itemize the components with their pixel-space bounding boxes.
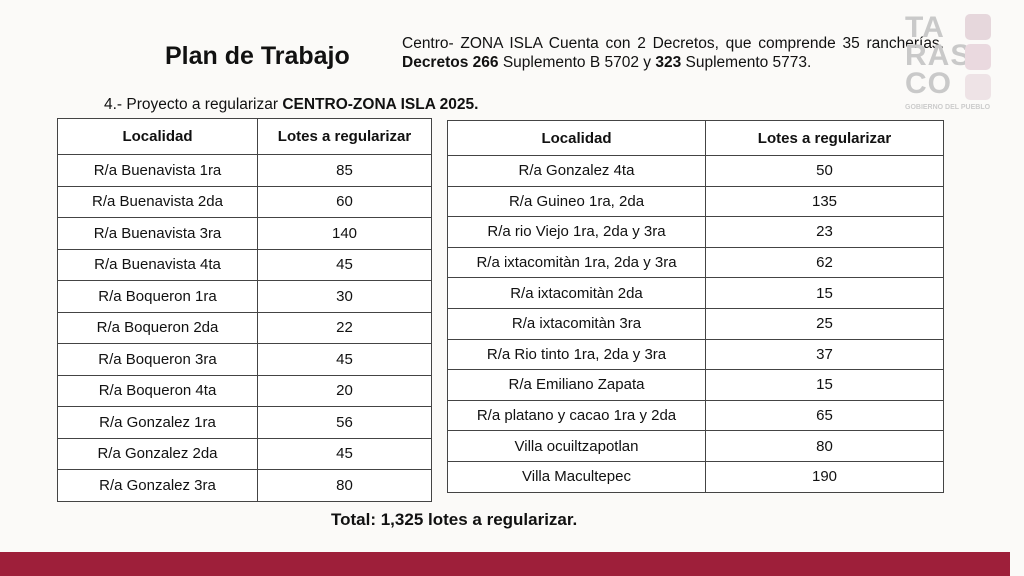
cell-lotes: 80 bbox=[705, 430, 944, 462]
cell-localidad: R/a Boqueron 2da bbox=[57, 311, 258, 344]
desc-text: Suplemento B 5702 y bbox=[498, 54, 656, 71]
cell-localidad: R/a ixtacomitàn 1ra, 2da y 3ra bbox=[447, 246, 706, 279]
cell-localidad: R/a Guineo 1ra, 2da bbox=[447, 185, 706, 218]
table-row: Villa ocuiltzapotlan 80 bbox=[447, 430, 944, 462]
cell-lotes: 15 bbox=[705, 369, 944, 401]
cell-localidad: R/a ixtacomitàn 2da bbox=[447, 277, 706, 309]
table-row: R/a ixtacomitàn 2da 15 bbox=[447, 277, 944, 309]
cell-localidad: R/a Rio tinto 1ra, 2da y 3ra bbox=[447, 338, 706, 371]
tabasco-logo: TA RAS CO GOBIERNO DEL PUEBLO bbox=[905, 11, 991, 111]
table-row: R/a Buenavista 3ra 140 bbox=[57, 217, 432, 250]
subtitle-bold: CENTRO-ZONA ISLA 2025. bbox=[282, 96, 479, 113]
cell-lotes: 190 bbox=[705, 460, 944, 493]
header-lotes: Lotes a regularizar bbox=[705, 120, 944, 156]
logo-wave-icon bbox=[965, 44, 991, 70]
cell-localidad: R/a Gonzalez 1ra bbox=[57, 406, 258, 439]
cell-lotes: 25 bbox=[705, 307, 944, 340]
cell-localidad: R/a Gonzalez 4ta bbox=[447, 155, 706, 187]
table-row: R/a Boqueron 4ta 20 bbox=[57, 374, 432, 407]
header-localidad: Localidad bbox=[447, 120, 706, 156]
page-title: Plan de Trabajo bbox=[165, 42, 350, 70]
table-row: R/a Boqueron 3ra 45 bbox=[57, 343, 432, 376]
cell-localidad: R/a Gonzalez 2da bbox=[57, 437, 258, 470]
table-row: R/a Gonzalez 2da 45 bbox=[57, 437, 432, 470]
subtitle: 4.- Proyecto a regularizar CENTRO-ZONA I… bbox=[104, 96, 478, 114]
cell-lotes: 30 bbox=[257, 280, 432, 313]
cell-lotes: 135 bbox=[705, 185, 944, 218]
table-row: R/a Gonzalez 1ra 56 bbox=[57, 406, 432, 439]
cell-localidad: R/a Gonzalez 3ra bbox=[57, 469, 258, 502]
cell-localidad: R/a platano y cacao 1ra y 2da bbox=[447, 399, 706, 432]
table-row: R/a ixtacomitàn 3ra 25 bbox=[447, 307, 944, 340]
cell-lotes: 140 bbox=[257, 217, 432, 250]
subtitle-prefix: 4.- Proyecto a regularizar bbox=[104, 96, 283, 113]
table-row: R/a Gonzalez 3ra 80 bbox=[57, 469, 432, 502]
cell-localidad: R/a Boqueron 1ra bbox=[57, 280, 258, 313]
left-table: Localidad Lotes a regularizar R/a Buenavi… bbox=[57, 118, 432, 502]
cell-lotes: 45 bbox=[257, 248, 432, 281]
cell-localidad: R/a Buenavista 4ta bbox=[57, 248, 258, 281]
table-row: R/a Buenavista 2da 60 bbox=[57, 185, 432, 218]
description: Centro- ZONA ISLA Cuenta con 2 Decretos,… bbox=[402, 34, 944, 72]
cell-localidad: R/a Boqueron 3ra bbox=[57, 343, 258, 376]
cell-localidad: Villa ocuiltzapotlan bbox=[447, 430, 706, 462]
desc-text: Centro- ZONA ISLA Cuenta con 2 Decretos,… bbox=[402, 35, 944, 52]
cell-localidad: R/a rio Viejo 1ra, 2da y 3ra bbox=[447, 216, 706, 248]
cell-lotes: 62 bbox=[705, 246, 944, 279]
table-row: R/a Gonzalez 4ta 50 bbox=[447, 155, 944, 187]
logo-glyph-icon bbox=[965, 14, 991, 40]
table-row: Villa Macultepec 190 bbox=[447, 460, 944, 493]
table-row: R/a rio Viejo 1ra, 2da y 3ra 23 bbox=[447, 216, 944, 248]
cell-localidad: R/a Buenavista 1ra bbox=[57, 154, 258, 187]
desc-bold: 323 bbox=[655, 54, 682, 71]
header-lotes: Lotes a regularizar bbox=[257, 118, 432, 155]
table-row: R/a Guineo 1ra, 2da 135 bbox=[447, 185, 944, 218]
table-row: R/a platano y cacao 1ra y 2da 65 bbox=[447, 399, 944, 432]
cell-lotes: 56 bbox=[257, 406, 432, 439]
table-row: R/a Rio tinto 1ra, 2da y 3ra 37 bbox=[447, 338, 944, 371]
total-text: Total: 1,325 lotes a regularizar. bbox=[331, 510, 578, 529]
cell-lotes: 15 bbox=[705, 277, 944, 309]
table-row: R/a Buenavista 4ta 45 bbox=[57, 248, 432, 281]
cell-lotes: 85 bbox=[257, 154, 432, 187]
table-row: R/a Buenavista 1ra 85 bbox=[57, 154, 432, 187]
cell-lotes: 65 bbox=[705, 399, 944, 432]
cell-localidad: R/a Buenavista 3ra bbox=[57, 217, 258, 250]
cell-localidad: R/a Emiliano Zapata bbox=[447, 369, 706, 401]
right-table: Localidad Lotes a regularizar R/a Gonzale… bbox=[447, 120, 944, 493]
cell-lotes: 22 bbox=[257, 311, 432, 344]
cell-lotes: 37 bbox=[705, 338, 944, 371]
header-localidad: Localidad bbox=[57, 118, 258, 155]
table-row: R/a Emiliano Zapata 15 bbox=[447, 369, 944, 401]
logo-steps-icon bbox=[965, 74, 991, 100]
cell-lotes: 45 bbox=[257, 437, 432, 470]
cell-localidad: Villa Macultepec bbox=[447, 460, 706, 493]
table-row: R/a ixtacomitàn 1ra, 2da y 3ra 62 bbox=[447, 246, 944, 279]
table-row: R/a Boqueron 1ra 30 bbox=[57, 280, 432, 313]
cell-lotes: 50 bbox=[705, 155, 944, 187]
cell-lotes: 23 bbox=[705, 216, 944, 248]
cell-lotes: 60 bbox=[257, 185, 432, 218]
cell-lotes: 20 bbox=[257, 374, 432, 407]
footer-band bbox=[0, 552, 1010, 576]
desc-bold: Decretos 266 bbox=[402, 54, 499, 71]
desc-text: Suplemento 5773. bbox=[681, 54, 812, 71]
cell-lotes: 80 bbox=[257, 469, 432, 502]
cell-lotes: 45 bbox=[257, 343, 432, 376]
cell-localidad: R/a Boqueron 4ta bbox=[57, 374, 258, 407]
cell-localidad: R/a ixtacomitàn 3ra bbox=[447, 307, 706, 340]
table-row: R/a Boqueron 2da 22 bbox=[57, 311, 432, 344]
cell-localidad: R/a Buenavista 2da bbox=[57, 185, 258, 218]
